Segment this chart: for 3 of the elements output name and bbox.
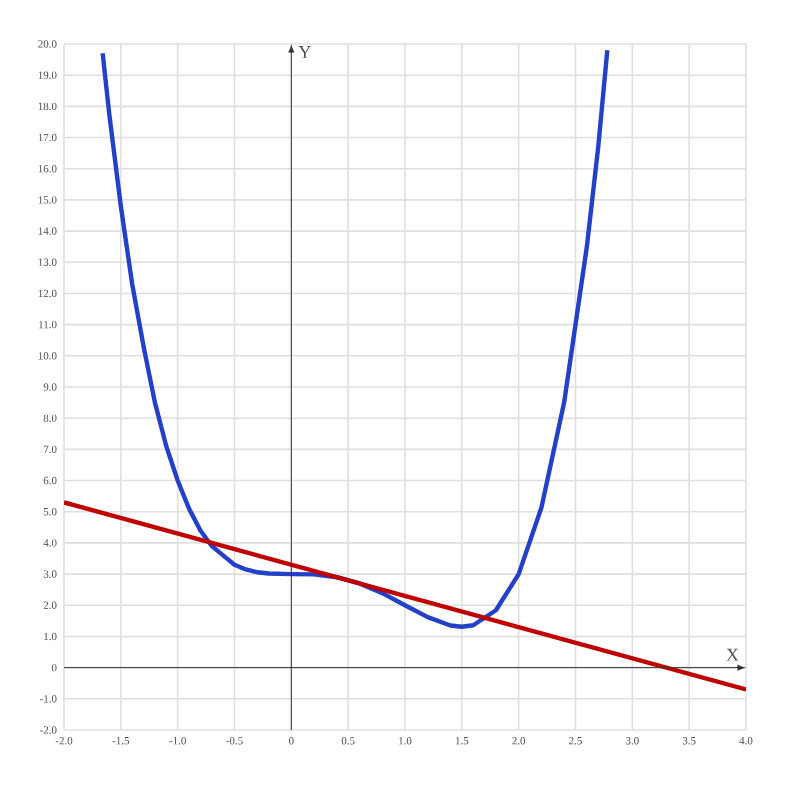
- y-axis-title: Y: [298, 46, 311, 58]
- line-series: [100, 48, 610, 629]
- x-axis-title: X: [726, 648, 739, 661]
